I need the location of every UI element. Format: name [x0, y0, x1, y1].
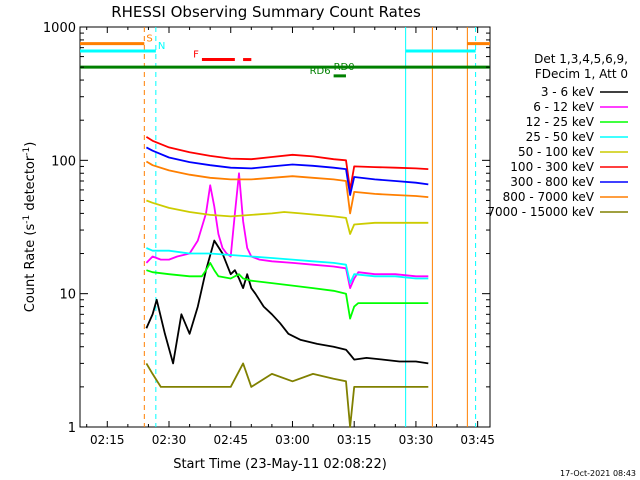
- legend-label-100-300-kev: 100 - 300 keV: [510, 160, 594, 174]
- legend-label-25-50-kev: 25 - 50 keV: [526, 130, 595, 144]
- series-line-50-100-kev: [146, 199, 429, 235]
- series-line-300-800-kev: [145, 146, 429, 196]
- x-axis: 02:15 02:30 02:45 03:00 03:15 03:30 03:45: [86, 27, 495, 447]
- y-tick-label: 10: [59, 288, 76, 303]
- legend-header-line-1: Det 1,3,4,5,6,9,: [534, 52, 628, 66]
- series-line-800-7000-kev: [145, 160, 429, 215]
- legend-label-300-800-kev: 300 - 800 keV: [510, 175, 594, 189]
- legend-label-6-12-kev: 6 - 12 keV: [533, 100, 595, 114]
- x-axis-label: Start Time (23-May-11 02:08:22): [173, 457, 387, 472]
- legend-label-800-7000-kev: 800 - 7000 keV: [503, 190, 595, 204]
- y-axis-label-main: Count Rate (s: [23, 224, 38, 313]
- legend-header-line-2: FDecim 1, Att 0: [535, 67, 628, 81]
- legend-label-12-25-kev: 12 - 25 keV: [526, 115, 595, 129]
- series-line-25-50-kev: [146, 247, 429, 285]
- flag-label-f: F: [193, 50, 199, 61]
- y-axis: 1 10 100 1000: [43, 21, 490, 436]
- x-tick-label: 02:30: [152, 433, 187, 447]
- y-axis-label-end: ): [23, 142, 38, 147]
- vlines-layer: [143, 27, 477, 427]
- x-tick-label: 03:30: [399, 433, 434, 447]
- plot-frame: [79, 26, 491, 428]
- y-tick-label: 100: [51, 154, 76, 169]
- y-axis-label-mid: detector: [23, 155, 38, 215]
- y-tick-label: 1000: [43, 21, 76, 36]
- x-tick-label: 03:45: [460, 433, 495, 447]
- x-tick-label: 02:15: [90, 433, 125, 447]
- legend-label-3-6-kev: 3 - 6 keV: [541, 85, 595, 99]
- flag-label-s: S: [146, 34, 152, 45]
- chart-title: RHESSI Observing Summary Count Rates: [111, 3, 421, 21]
- flag-label-n: N: [158, 41, 165, 52]
- y-axis-label-sup1: -1: [22, 215, 32, 224]
- series-layer: [145, 136, 429, 428]
- x-tick-label: 02:45: [213, 433, 248, 447]
- legend: Det 1,3,4,5,6,9, FDecim 1, Att 0 3 - 6 k…: [487, 52, 628, 219]
- y-axis-label: Count Rate (s-1 detector-1): [22, 142, 38, 313]
- timestamp: 17-Oct-2021 08:43: [560, 469, 636, 478]
- flag-label-rd6: RD6: [310, 66, 331, 77]
- series-line-7000-15000-kev: [145, 362, 429, 428]
- x-tick-label: 03:00: [275, 433, 310, 447]
- series-line-3-6-kev: [145, 239, 429, 365]
- x-tick-label: 03:15: [337, 433, 372, 447]
- y-tick-label: 1: [68, 421, 76, 436]
- y-axis-label-sup2: -1: [22, 147, 32, 156]
- series-line-6-12-kev: [145, 172, 429, 290]
- flag-label-rd0: RD0: [334, 62, 355, 73]
- series-line-100-300-kev: [145, 136, 429, 191]
- legend-label-7000-15000-kev: 7000 - 15000 keV: [487, 205, 594, 219]
- series-line-12-25-kev: [146, 261, 429, 320]
- legend-label-50-100-kev: 50 - 100 keV: [518, 145, 595, 159]
